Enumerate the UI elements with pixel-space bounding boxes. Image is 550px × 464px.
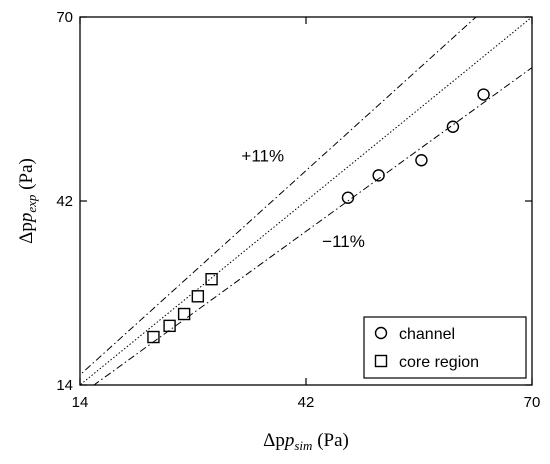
legend-label-core-region: core region [399,354,479,371]
svg-text:Δppsim (Pa): Δppsim (Pa) [263,430,349,453]
x-tick-label: 14 [72,394,89,411]
point-core-region-1 [163,319,176,333]
point-core-region-4 [205,273,218,286]
point-channel-0 [341,191,355,204]
legend-marker-channel [374,326,388,340]
y-tick-label: 42 [56,193,73,210]
point-channel-2 [415,154,428,167]
point-core-region-0 [147,330,160,344]
point-core-region-2 [177,307,191,321]
axis-ticks: 14 42 70 14 42 70 [56,9,540,411]
legend-box [363,316,527,379]
point-channel-1 [372,169,385,182]
reference-lines [80,17,532,385]
reference-line-upper [80,17,477,376]
legend-marker-core-region [374,354,388,368]
x-axis-label: Δppsim (Pa) [263,430,349,453]
annotation-plus-11: +11% [241,147,284,166]
reference-line-parity [80,17,532,385]
reference-line-lower [93,66,532,385]
annotation-minus-11: −11% [322,232,365,251]
point-core-region-3 [191,290,205,303]
y-tick-label: 14 [56,377,73,394]
legend-label-channel: channel [399,326,455,343]
data-markers [147,88,490,344]
x-tick-label: 70 [524,394,541,411]
legend: channel core region [363,316,527,379]
y-tick-label: 70 [56,9,73,26]
svg-text:Δppexp (Pa): Δppexp (Pa) [16,158,39,244]
y-axis-label: Δppexp (Pa) [16,158,39,244]
point-channel-4 [477,88,490,101]
point-channel-3 [446,120,460,133]
x-tick-label: 42 [298,394,315,411]
